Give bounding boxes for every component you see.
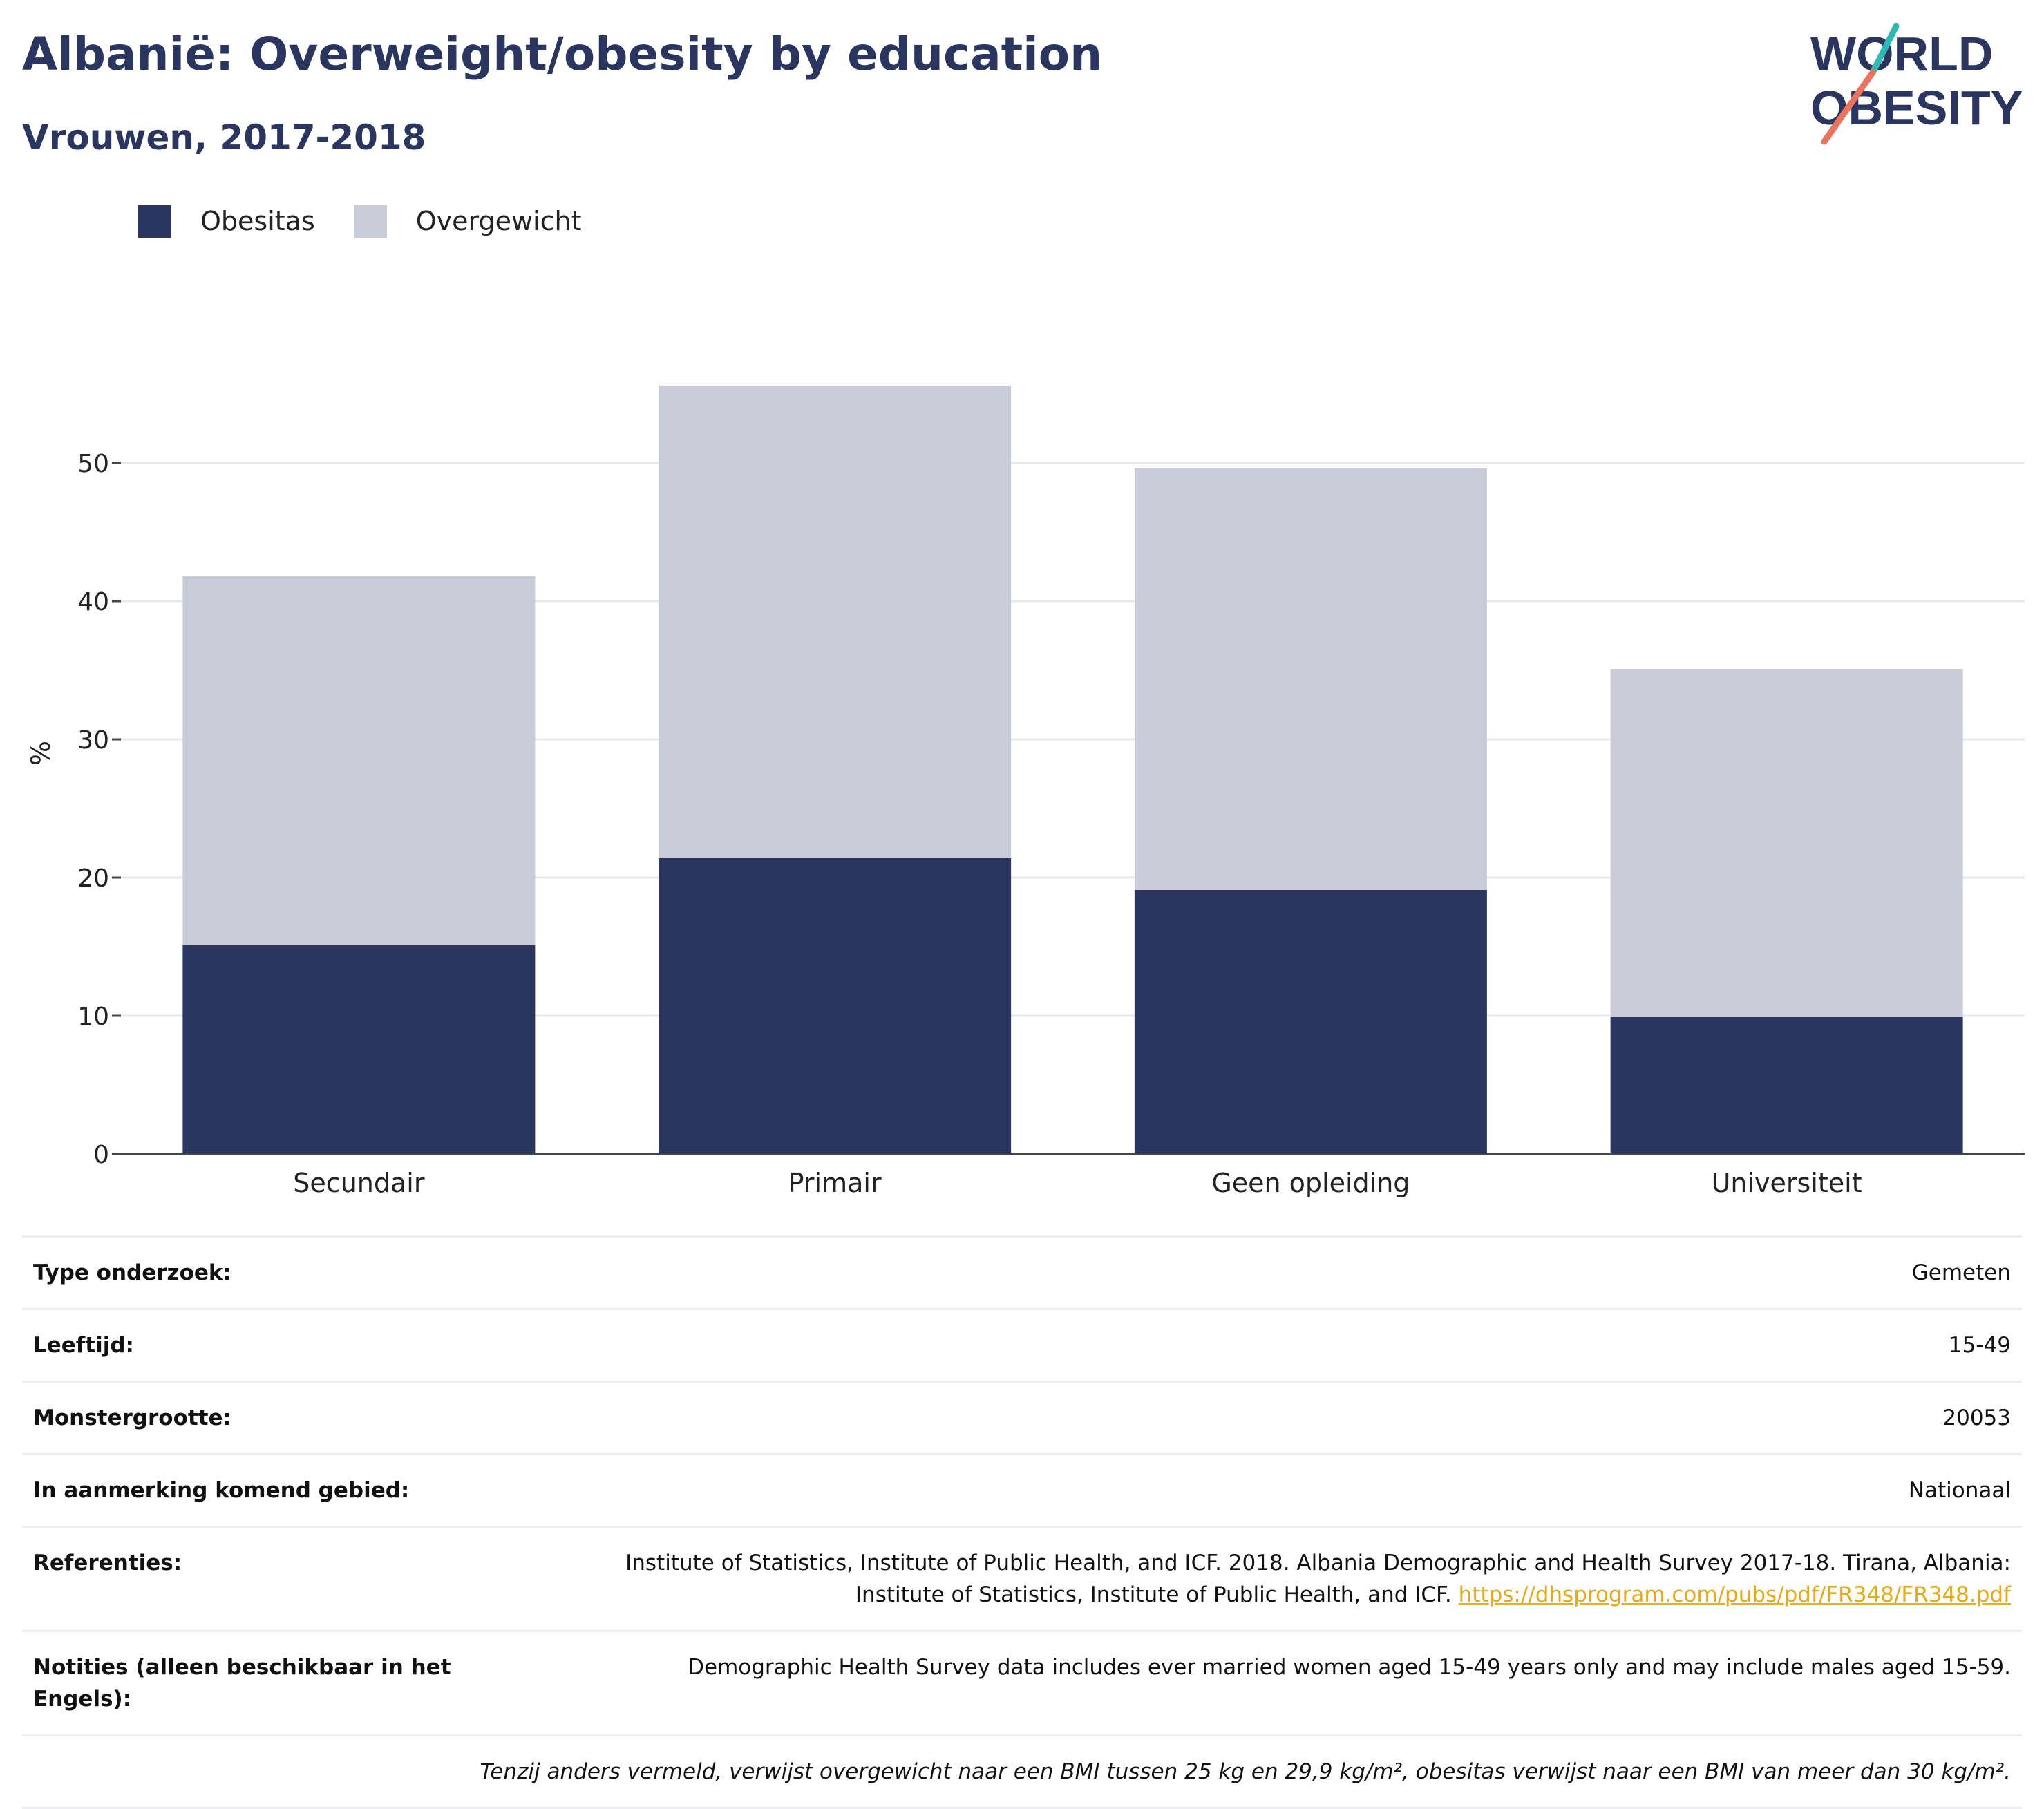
- info-value: 20053: [1942, 1405, 2011, 1430]
- x-tick-label: Primair: [788, 1168, 882, 1198]
- bar-overgewicht-3: [1610, 669, 1963, 1017]
- info-value: Gemeten: [1911, 1260, 2011, 1285]
- info-label: Type onderzoek:: [33, 1260, 231, 1285]
- info-label: In aanmerking komend gebied:: [33, 1478, 410, 1503]
- info-row-references: Referenties: Institute of Statistics, In…: [22, 1526, 2022, 1630]
- references-line1: Institute of Statistics, Institute of Pu…: [625, 1551, 2011, 1575]
- info-row-sample-size: Monstergrootte: 20053: [22, 1381, 2022, 1453]
- chart-title: Albanië: Overweight/obesity by education: [22, 28, 1103, 81]
- chart-subtitle: Vrouwen, 2017-2018: [22, 117, 426, 158]
- y-tick-label: 0: [93, 1141, 109, 1169]
- footnote-text: Tenzij anders vermeld, verwijst overgewi…: [480, 1759, 2011, 1784]
- x-tick-label: Universiteit: [1712, 1168, 1862, 1198]
- info-value: Nationaal: [1908, 1478, 2011, 1503]
- info-row-type: Type onderzoek: Gemeten: [22, 1235, 2022, 1308]
- y-tick-label: 10: [77, 1003, 109, 1031]
- legend-swatch-overgewicht: [353, 205, 387, 238]
- bar-obesitas-2: [1134, 890, 1487, 1154]
- y-axis-label: %: [26, 741, 56, 766]
- bar-chart: 0 10 20 30 40 50% Secundair Primair Geen opleidi…: [26, 386, 2025, 1198]
- info-row-footnote: Tenzij anders vermeld, verwijst overgewi…: [22, 1734, 2022, 1809]
- info-row-age: Leeftijd: 15-49: [22, 1308, 2022, 1381]
- legend-item-overgewicht[interactable]: Overgewicht: [353, 205, 582, 238]
- world-obesity-logo: WORLD OBESITY: [1810, 23, 2023, 145]
- y-tick-label: 40: [77, 588, 109, 616]
- logo-line1: WORLD: [1810, 27, 1993, 81]
- info-label: Referenties:: [33, 1551, 182, 1575]
- bar-obesitas-1: [659, 858, 1012, 1154]
- legend-item-obesitas[interactable]: Obesitas: [138, 205, 315, 238]
- bar-overgewicht-2: [1134, 468, 1487, 890]
- info-row-area: In aanmerking komend gebied: Nationaal: [22, 1453, 2022, 1526]
- info-value: Demographic Health Survey data includes …: [688, 1655, 2011, 1680]
- legend-swatch-obesitas: [138, 205, 171, 238]
- legend-label-obesitas: Obesitas: [200, 206, 315, 236]
- logo-coral-slash: [1821, 69, 1876, 145]
- logo-teal-slash: [1869, 23, 1900, 76]
- logo-line2: OBESITY: [1810, 81, 2023, 135]
- references-link[interactable]: https://dhsprogram.com/pubs/pdf/FR348/FR…: [1458, 1582, 2011, 1607]
- info-table: Type onderzoek: Gemeten Leeftijd: 15-49 …: [22, 1235, 2022, 1809]
- bar-overgewicht-1: [659, 386, 1012, 858]
- references-value: Institute of Statistics, Institute of Pu…: [625, 1547, 2011, 1611]
- references-line2: Institute of Statistics, Institute of Pu…: [855, 1582, 1452, 1607]
- legend-label-overgewicht: Overgewicht: [415, 206, 582, 236]
- y-tick-label: 30: [77, 726, 109, 755]
- info-value: 15-49: [1948, 1333, 2011, 1358]
- x-tick-label: Secundair: [293, 1168, 425, 1198]
- chart-legend: Obesitas Overgewicht: [138, 205, 621, 238]
- bar-overgewicht-0: [182, 576, 536, 945]
- bar-obesitas-0: [182, 945, 536, 1154]
- y-tick-label: 20: [77, 864, 109, 893]
- info-label: Notities (alleen beschikbaar in het Enge…: [33, 1655, 451, 1712]
- info-row-notes: Notities (alleen beschikbaar in het Enge…: [22, 1630, 2022, 1734]
- info-label: Monstergrootte:: [33, 1405, 231, 1430]
- y-tick-label: 50: [77, 450, 109, 478]
- x-tick-label: Geen opleiding: [1211, 1168, 1410, 1198]
- info-label: Leeftijd:: [33, 1333, 134, 1358]
- bar-obesitas-3: [1610, 1017, 1963, 1154]
